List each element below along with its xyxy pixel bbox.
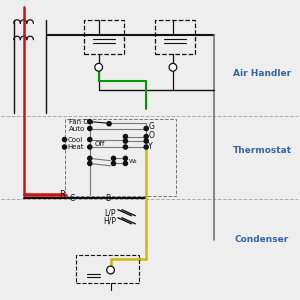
- Text: W₂: W₂: [129, 158, 138, 164]
- Circle shape: [123, 145, 128, 149]
- Text: Air Handler: Air Handler: [233, 69, 291, 78]
- Circle shape: [112, 156, 116, 161]
- Bar: [155, 20, 195, 54]
- Text: Thermostat: Thermostat: [232, 146, 292, 154]
- Text: L/P: L/P: [104, 208, 116, 217]
- Circle shape: [144, 139, 148, 143]
- Circle shape: [144, 134, 148, 139]
- Text: Cool: Cool: [68, 136, 83, 142]
- Circle shape: [88, 145, 92, 149]
- Text: Auto: Auto: [69, 125, 85, 131]
- Circle shape: [144, 145, 148, 149]
- Circle shape: [88, 119, 92, 124]
- Circle shape: [107, 122, 111, 126]
- Text: Y: Y: [148, 142, 153, 151]
- Circle shape: [123, 161, 128, 166]
- Text: Condenser: Condenser: [235, 235, 289, 244]
- Circle shape: [95, 63, 103, 71]
- Text: B: B: [105, 194, 110, 203]
- Circle shape: [123, 134, 128, 139]
- Bar: [76, 254, 139, 283]
- Circle shape: [88, 137, 92, 142]
- Text: H/P: H/P: [103, 216, 116, 225]
- Bar: [84, 20, 124, 54]
- Text: Off: Off: [94, 141, 105, 147]
- Text: G: G: [148, 122, 154, 130]
- Circle shape: [144, 126, 148, 130]
- Circle shape: [88, 161, 92, 166]
- Bar: [64, 118, 176, 196]
- Text: Heat: Heat: [68, 144, 84, 150]
- Circle shape: [62, 137, 67, 142]
- Circle shape: [107, 266, 114, 274]
- Text: O: O: [148, 130, 154, 140]
- Circle shape: [123, 156, 128, 161]
- Circle shape: [88, 126, 92, 130]
- Circle shape: [123, 139, 128, 143]
- Circle shape: [112, 161, 116, 166]
- Text: Fan On: Fan On: [69, 118, 93, 124]
- Circle shape: [62, 145, 67, 149]
- Text: C: C: [69, 194, 75, 203]
- Text: R: R: [58, 190, 64, 199]
- Circle shape: [169, 63, 177, 71]
- Circle shape: [88, 156, 92, 161]
